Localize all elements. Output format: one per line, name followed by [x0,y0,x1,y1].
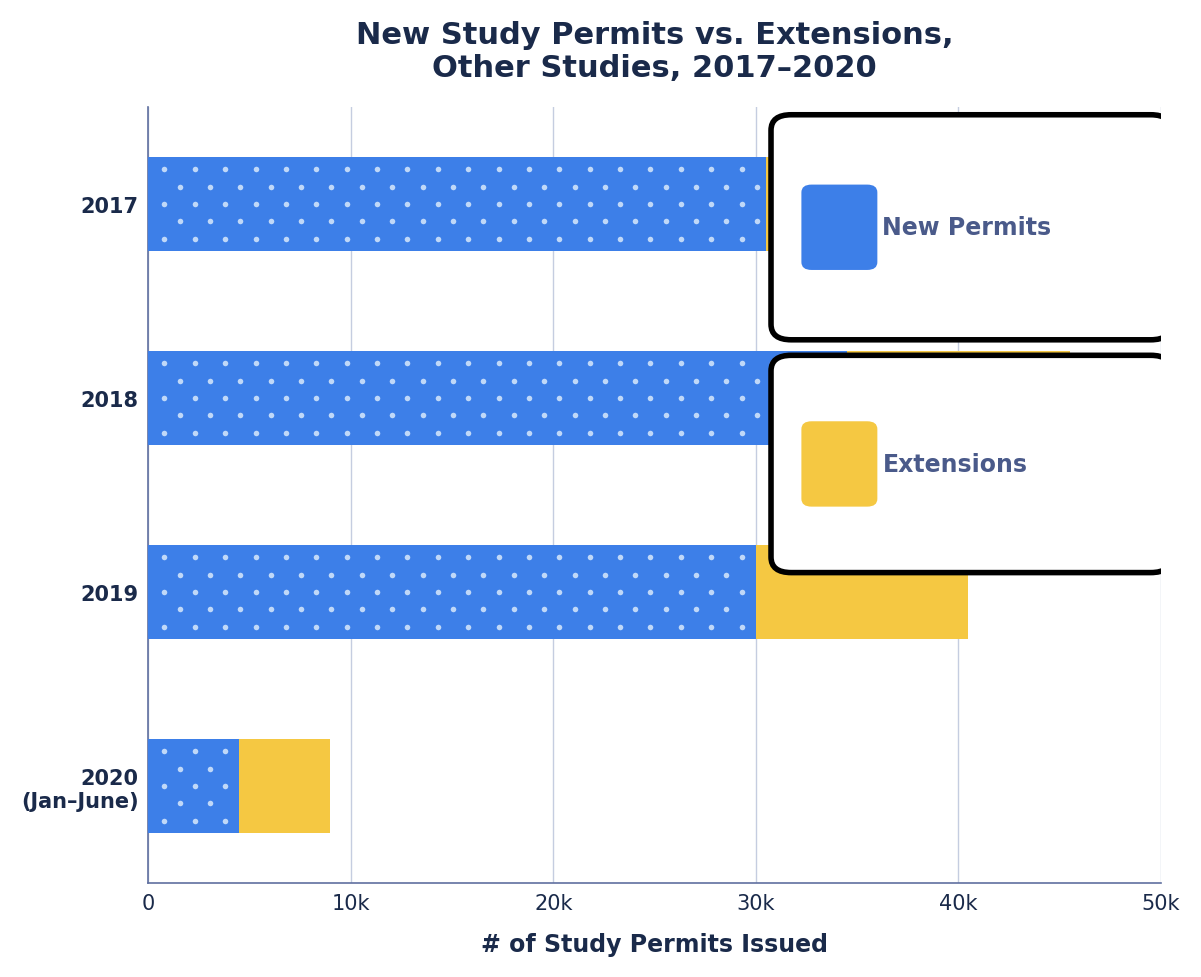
Bar [148,352,847,446]
Bar [847,352,1070,446]
FancyBboxPatch shape [801,186,878,271]
FancyBboxPatch shape [801,422,878,507]
X-axis label: # of Study Permits Issued: # of Study Permits Issued [482,932,827,956]
Bar [148,546,755,639]
Bar [239,740,330,832]
Bar [755,546,968,639]
Bar [148,740,239,832]
Title: New Study Permits vs. Extensions,
Other Studies, 2017–2020: New Study Permits vs. Extensions, Other … [355,21,954,83]
Bar [148,158,766,251]
Text: New Permits: New Permits [883,216,1052,240]
FancyBboxPatch shape [771,356,1171,573]
Text: Extensions: Extensions [883,452,1027,477]
Bar [766,158,979,251]
FancyBboxPatch shape [771,115,1171,340]
